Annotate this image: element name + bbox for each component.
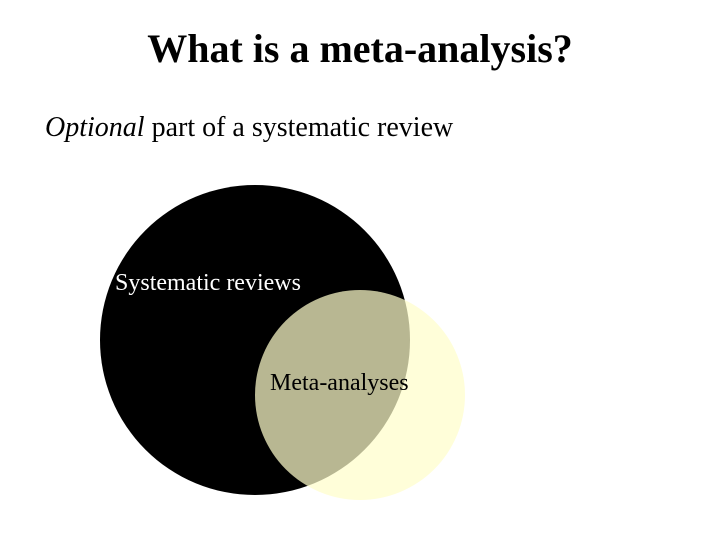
systematic-reviews-label: Systematic reviews xyxy=(115,270,301,297)
meta-analyses-label: Meta-analyses xyxy=(270,370,409,397)
venn-diagram: Systematic reviews Meta-analyses xyxy=(0,0,720,540)
